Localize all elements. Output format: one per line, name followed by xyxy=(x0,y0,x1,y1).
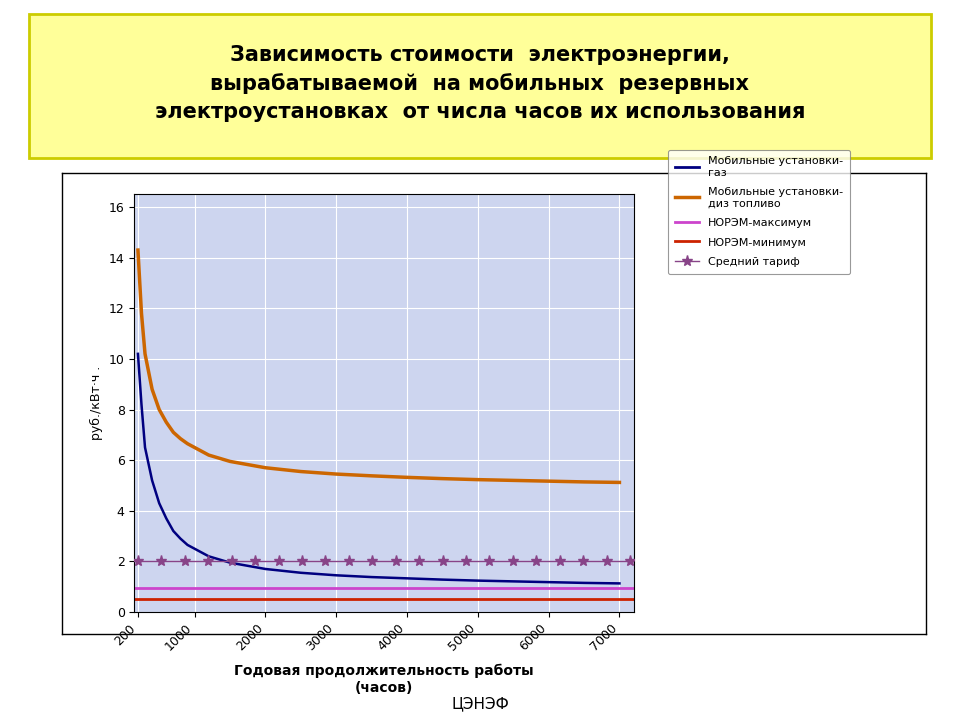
FancyBboxPatch shape xyxy=(29,14,931,158)
Y-axis label: руб./кВт·ч .: руб./кВт·ч . xyxy=(90,366,104,441)
Text: Зависимость стоимости  электроэнергии,
вырабатываемой  на мобильных  резервных
э: Зависимость стоимости электроэнергии, вы… xyxy=(155,45,805,122)
Text: (часов): (часов) xyxy=(355,680,413,695)
Legend: Мобильные установки-
газ, Мобильные установки-
диз топливо, НОРЭМ-максимум, НОРЭ: Мобильные установки- газ, Мобильные уста… xyxy=(668,150,850,274)
Text: ЦЭНЭФ: ЦЭНЭФ xyxy=(451,697,509,711)
Text: Годовая продолжительность работы: Годовая продолжительность работы xyxy=(234,664,534,678)
